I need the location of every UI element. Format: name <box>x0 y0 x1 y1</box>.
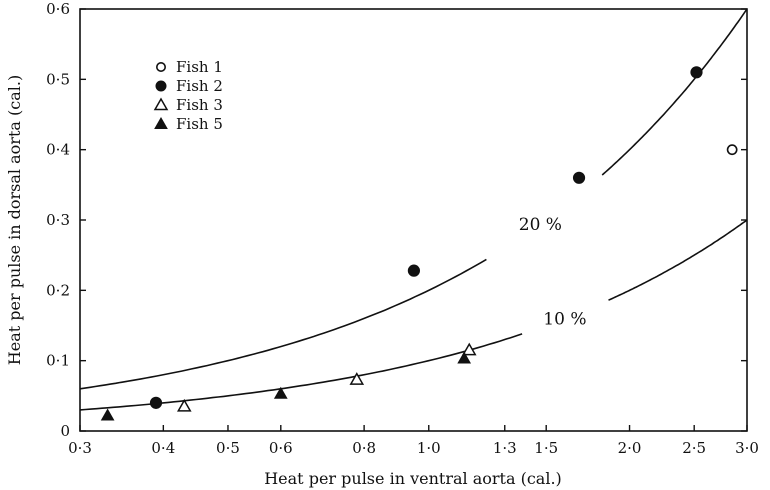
x-tick-label: 0·8 <box>352 439 376 457</box>
y-axis-ticks: 0 0·1 0·2 0·3 0·4 0·5 0·6 <box>46 0 747 440</box>
y-axis-title: Heat per pulse in dorsal aorta (cal.) <box>5 75 24 365</box>
x-tick-label: 3·0 <box>735 439 759 457</box>
reference-curve <box>79 258 487 390</box>
y-tick-label: 0·6 <box>46 0 70 18</box>
x-tick-label: 2·5 <box>682 439 706 457</box>
x-tick-label: 0·5 <box>216 439 240 457</box>
fish-2-point <box>407 264 421 277</box>
legend-label: Fish 1 <box>176 58 223 76</box>
y-tick-label: 0·3 <box>46 211 70 229</box>
x-tick-label: 0·6 <box>269 439 293 457</box>
legend-label: Fish 3 <box>176 96 223 114</box>
fish-3-point <box>461 342 477 356</box>
fish-3-point <box>349 372 365 385</box>
fish-1-legend-marker <box>156 61 167 72</box>
fish-2-point <box>149 396 163 409</box>
reference-line-labels: 20 % 10 % <box>519 215 587 329</box>
fish-5-point <box>457 351 472 364</box>
fish-3-legend-marker <box>153 97 169 111</box>
x-tick-label: 1·3 <box>493 439 517 457</box>
x-axis-ticks: 0·3 0·4 0·5 0·6 0·8 1·0 1·3 1·5 2·0 2·5 3·0 <box>68 425 759 457</box>
x-tick-label: 0·3 <box>68 439 92 457</box>
y-tick-label: 0 <box>60 422 70 440</box>
fish-5-point <box>273 386 288 399</box>
reference-curve <box>601 8 748 176</box>
data-points <box>100 66 738 421</box>
x-tick-label: 0·4 <box>151 439 175 457</box>
reference-curve-label: 20 % <box>519 215 562 235</box>
x-axis-title: Heat per pulse in ventral aorta (cal.) <box>264 469 562 488</box>
x-tick-label: 1·0 <box>417 439 441 457</box>
fish-5-legend-marker <box>154 116 168 129</box>
fish-2-point <box>572 171 586 184</box>
fish-3-point <box>176 398 192 412</box>
fish-5-point <box>100 408 115 421</box>
reference-curve <box>608 219 748 301</box>
legend-label: Fish 5 <box>176 115 223 133</box>
fish-2-legend-marker <box>155 80 167 92</box>
reference-curve-label: 10 % <box>543 309 586 329</box>
x-tick-label: 2·0 <box>618 439 642 457</box>
y-tick-label: 0·2 <box>46 281 70 299</box>
x-tick-label: 1·5 <box>534 439 558 457</box>
reference-curve <box>79 333 523 411</box>
fish-2-point <box>690 66 703 79</box>
legend-label: Fish 2 <box>176 77 223 95</box>
fish-1-point <box>726 144 738 156</box>
y-tick-label: 0·1 <box>46 352 70 370</box>
y-tick-label: 0·5 <box>46 70 70 88</box>
y-tick-label: 0·4 <box>46 141 70 159</box>
